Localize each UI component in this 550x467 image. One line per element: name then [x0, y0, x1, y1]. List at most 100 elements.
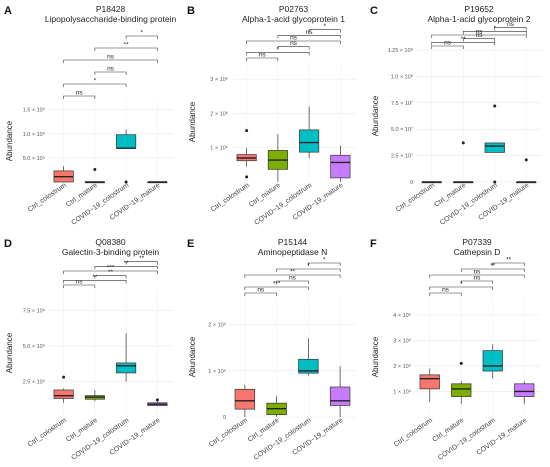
significance-bracket [244, 292, 277, 296]
x-tick-label: COVID−19_colostrum [70, 182, 130, 227]
box-3 [299, 129, 320, 153]
box-1 [234, 388, 256, 410]
significance-bracket [460, 268, 525, 272]
significance-label: ns [259, 52, 267, 59]
significance-label: ns [107, 66, 115, 73]
y-tick-label: 0 [223, 415, 226, 421]
y-axis-label: Abundance [5, 332, 14, 373]
y-tick-label: 3 × 10⁶ [393, 337, 411, 344]
significance-label: ns [507, 21, 515, 28]
panel-subtitle: Lipopolysaccharide-binding protein [45, 14, 177, 24]
panel-letter: C [370, 5, 378, 17]
significance-bracket [63, 284, 96, 288]
significance-label: ns [257, 287, 265, 294]
y-tick-label: 1.25 × 10⁸ [388, 47, 413, 54]
significance-label: ns [107, 54, 115, 61]
significance-bracket [460, 280, 494, 284]
significance-label: ns [474, 275, 482, 282]
panel-subtitle: Cathepsin D [454, 247, 501, 257]
significance-bracket [492, 262, 525, 266]
significance-bracket [63, 59, 158, 63]
significance-bracket [125, 261, 158, 265]
panel-letter: D [4, 238, 12, 250]
significance-bracket [429, 286, 494, 290]
significance-bracket [431, 34, 527, 38]
significance-label: ns [476, 32, 484, 39]
significance-bracket [63, 280, 127, 284]
significance-bracket [462, 31, 527, 35]
significance-bracket [462, 38, 496, 42]
x-tick-label: COVID−19_colostrum [437, 417, 497, 462]
y-tick-label: 5.0 × 10⁵ [23, 155, 45, 162]
x-tick-label: Ctrl_colostrum [393, 417, 434, 449]
panel-letter: B [187, 5, 195, 17]
box-3 [116, 134, 137, 149]
x-tick-label: Ctrl_colostrum [395, 182, 436, 214]
significance-label: ** [108, 269, 114, 276]
box-4 [329, 386, 351, 406]
panel-letter: F [370, 238, 377, 250]
panel-subtitle: Aminopeptidase N [258, 247, 327, 257]
panel-letter: A [4, 5, 12, 17]
outlier-point [524, 158, 528, 162]
significance-bracket [246, 52, 310, 56]
outlier-point [245, 175, 249, 179]
significance-bracket [276, 268, 341, 272]
box-3 [482, 350, 503, 372]
x-tick-label: COVID−19_colostrum [253, 417, 313, 462]
box-2 [451, 383, 472, 397]
significance-bracket [125, 35, 158, 39]
panel-subtitle: Alpha-1-acid glycoprotein 1 [242, 14, 345, 24]
y-tick-label: 7.5 × 10⁷ [391, 100, 413, 107]
outlier-point [493, 104, 497, 108]
significance-bracket [276, 280, 309, 284]
y-tick-label: 3 × 10⁶ [210, 76, 228, 83]
x-tick-label: Ctrl_colostrum [27, 417, 68, 449]
box-1 [53, 389, 74, 399]
outlier-point [93, 167, 97, 171]
panel-letter: E [187, 238, 194, 250]
significance-bracket [431, 45, 464, 49]
y-tick-label: 2 × 10⁶ [208, 322, 226, 329]
significance-label: * [323, 23, 326, 30]
significance-label: ns [444, 40, 452, 47]
significance-bracket [244, 286, 309, 290]
significance-bracket [94, 275, 127, 279]
y-tick-label: 2 × 10⁶ [393, 363, 411, 370]
y-axis-label: Abundance [188, 101, 197, 142]
panel-title: P07339 [462, 237, 492, 247]
panel-title: P18428 [96, 4, 126, 14]
x-tick-label: COVID−19_colostrum [439, 182, 499, 227]
significance-label: ** [290, 269, 296, 276]
significance-label: ** [139, 255, 145, 262]
y-tick-label: 1.5 × 10⁶ [23, 107, 45, 114]
y-tick-label: 1.0 × 10⁸ [391, 73, 413, 80]
significance-bracket [429, 292, 462, 296]
significance-label: ns [290, 35, 298, 42]
panel-title: P02763 [279, 4, 309, 14]
panel-title: Q08380 [95, 237, 126, 247]
significance-bracket [277, 35, 341, 39]
y-tick-label: 5.0 × 10⁶ [23, 343, 45, 350]
y-tick-label: 1 × 10⁶ [210, 145, 228, 152]
significance-bracket [308, 29, 341, 33]
panel-subtitle: Galectin-3-binding protein [62, 247, 160, 257]
significance-bracket [431, 42, 496, 46]
outlier-point [62, 375, 66, 379]
y-tick-label: 1 × 10⁶ [393, 388, 411, 395]
box-3 [298, 358, 319, 374]
y-tick-label: 5.0 × 10⁷ [391, 126, 413, 133]
significance-bracket [63, 270, 158, 274]
significance-bracket [494, 27, 527, 31]
y-tick-label: 7.5 × 10⁶ [23, 307, 45, 314]
significance-bracket [63, 83, 127, 87]
outlier-point [493, 180, 497, 184]
y-tick-label: 1 × 10⁶ [208, 368, 226, 375]
significance-label: ns [76, 279, 84, 286]
significance-bracket [277, 46, 310, 50]
outlier-point [245, 129, 249, 133]
